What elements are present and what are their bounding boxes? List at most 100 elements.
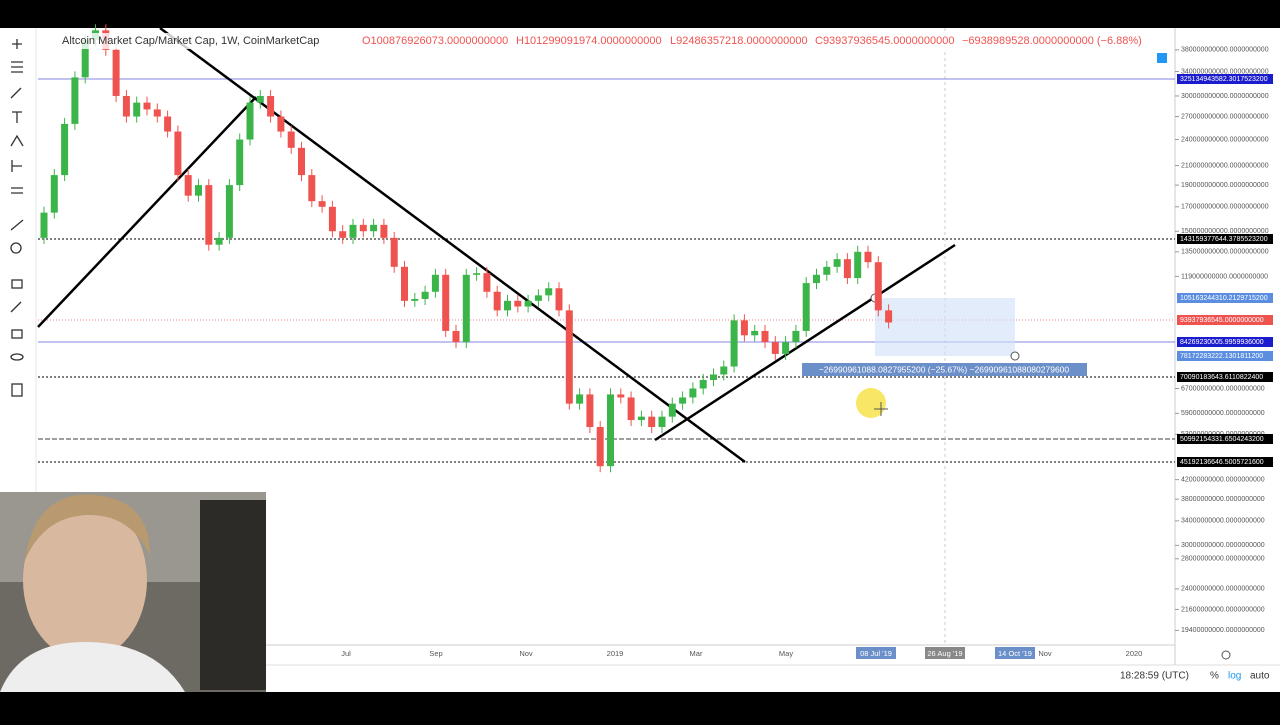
y-tick-label: 240000000000.0000000000	[1181, 136, 1269, 143]
y-tick-label: 119000000000.0000000000	[1181, 273, 1268, 280]
candle-body	[112, 49, 120, 96]
y-tick-label: 21600000000.0000000000	[1181, 606, 1265, 613]
price-label-bg	[1177, 234, 1273, 244]
webcam-face	[23, 500, 147, 660]
candle-body	[596, 427, 604, 467]
icon-text[interactable]	[12, 111, 22, 123]
y-tick-label: 42000000000.0000000000	[1181, 476, 1265, 483]
y-tick-label: 59000000000.0000000000	[1181, 410, 1265, 417]
candle-body	[813, 274, 820, 284]
candle-body	[658, 416, 666, 428]
candle-body	[823, 266, 831, 275]
price-label-bg	[1177, 434, 1273, 444]
log-toggle[interactable]: log	[1228, 671, 1241, 682]
candle-body	[184, 175, 192, 196]
icon-zoom[interactable]	[10, 242, 22, 254]
candle-body	[720, 366, 728, 375]
x-tick-label: 26 Aug '19	[927, 649, 962, 658]
y-tick-label: 19400000000.0000000000	[1181, 627, 1265, 634]
auto-toggle[interactable]: auto	[1250, 671, 1270, 682]
candle-body	[40, 212, 48, 238]
icon-magnet[interactable]	[11, 279, 23, 289]
candle-body	[607, 394, 614, 467]
icon-lock[interactable]	[11, 329, 23, 339]
candle-body	[617, 394, 625, 398]
price-label-bg	[1177, 315, 1273, 325]
y-tick-label: 300000000000.0000000000	[1181, 93, 1269, 100]
candle-body	[61, 123, 69, 176]
candle-body	[164, 116, 172, 132]
trend-line	[654, 243, 956, 442]
time-label-bg	[856, 647, 896, 659]
webcam-door	[200, 500, 266, 690]
symbol[interactable]: Altcoin Market Cap/Market Cap, 1W, CoinM…	[62, 35, 319, 47]
candle-body	[390, 237, 398, 267]
candle-body	[339, 231, 347, 238]
candle-body	[534, 295, 542, 301]
icon-predict[interactable]	[11, 160, 22, 172]
candle-body	[792, 330, 800, 343]
badge[interactable]	[1157, 53, 1167, 63]
candle-body	[761, 330, 769, 343]
icon-pattern[interactable]	[10, 134, 24, 147]
y-tick-label: 380000000000.0000000000	[1181, 47, 1269, 54]
price-label-bg	[1177, 293, 1273, 303]
price-label-bg	[1177, 372, 1273, 382]
icon-pencil[interactable]	[10, 301, 22, 313]
candle-body	[514, 300, 522, 307]
candle-body	[431, 274, 439, 292]
y-tick-label: 135000000000.0000000000	[1181, 249, 1269, 256]
icon-trash[interactable]	[11, 383, 23, 397]
candle-body	[452, 330, 460, 343]
candle-body	[195, 185, 202, 196]
icon-cross[interactable]	[12, 39, 22, 49]
candle-body	[493, 291, 501, 311]
candle-body	[380, 224, 388, 238]
candle-body	[122, 95, 130, 117]
icon-brush[interactable]	[10, 87, 22, 99]
candle-body	[627, 397, 635, 421]
y-tick-label: 190000000000.0000000000	[1181, 182, 1269, 189]
candle-body	[751, 330, 759, 336]
trend-line	[37, 96, 257, 328]
candle-body	[359, 224, 367, 232]
icon-ruler[interactable]	[10, 219, 24, 231]
icon-measure[interactable]	[11, 187, 23, 194]
webcam-hair	[25, 494, 150, 560]
candle-body	[545, 288, 553, 296]
candle-body	[524, 300, 532, 307]
candle-body	[730, 320, 738, 367]
candle-body	[782, 342, 790, 354]
candle-body	[668, 403, 676, 417]
price-label: 70090183643.6110822400	[1180, 374, 1263, 381]
candle-body	[648, 416, 656, 428]
icon-lines[interactable]	[11, 61, 23, 73]
candle-body	[256, 95, 264, 103]
candle-body	[328, 206, 336, 232]
handle[interactable]	[1010, 351, 1020, 361]
change: −6938989528.0000000000 (−6.88%)	[962, 35, 1142, 47]
x-tick-label: Mar	[690, 649, 703, 658]
settings-icon[interactable]	[1221, 650, 1231, 660]
header-bg	[44, 33, 1144, 49]
candle-body	[401, 266, 408, 301]
candle-body	[236, 139, 244, 186]
candle-body	[699, 379, 707, 389]
candle-body	[586, 394, 594, 428]
y-tick-label: 170000000000.0000000000	[1181, 204, 1269, 211]
candle-body	[318, 201, 326, 207]
candle-body	[277, 116, 285, 132]
price-axis: 380000000000.0000000000 340000000000.0000…	[1175, 47, 1269, 634]
percent-toggle[interactable]: %	[1210, 671, 1219, 682]
candle-body	[740, 320, 748, 336]
candle-body	[308, 175, 316, 202]
icon-eye[interactable]	[10, 353, 24, 361]
x-tick-label: 14 Oct '19	[998, 649, 1032, 658]
cursor	[874, 402, 888, 416]
time-label-bg	[925, 647, 965, 659]
candle-body	[802, 283, 810, 331]
candle-body	[854, 251, 862, 279]
x-tick-label: 2019	[607, 649, 624, 658]
price-label: 105163244310.2129715200	[1180, 295, 1268, 302]
